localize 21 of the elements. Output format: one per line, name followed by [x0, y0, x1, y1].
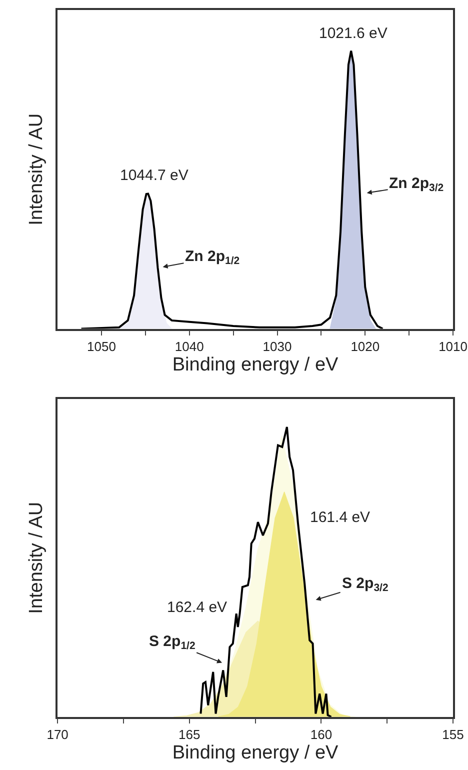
x-axis-title: Binding energy / eV — [172, 742, 339, 764]
x-tick-label: 1040 — [174, 339, 204, 354]
annotation: 1021.6 eV — [319, 25, 388, 42]
x-tick-label: 170 — [46, 727, 68, 742]
x-tick-label: 165 — [178, 727, 200, 742]
annotation: 162.4 eV — [167, 599, 228, 616]
annotation: S 2p$_{3/2}$ — [342, 575, 388, 594]
x-tick-label: 1030 — [262, 339, 292, 354]
x-tick-label: 1010 — [438, 339, 468, 354]
annotation: S 2p$_{1/2}$ — [149, 633, 196, 652]
x-axis-title: Binding energy / eV — [172, 354, 339, 376]
y-axis-title: Intensity / AU — [26, 502, 48, 614]
y-axis-title: Intensity / AU — [26, 113, 48, 226]
annotation: Zn 2p$_{3/2}$ — [389, 175, 444, 194]
annotation: Zn 2p$_{1/2}$ — [185, 248, 240, 268]
x-tick-label: 155 — [442, 727, 464, 742]
x-tick-label: 1020 — [350, 339, 380, 354]
annotation: 1044.7 eV — [120, 167, 188, 184]
x-tick-label: 160 — [310, 727, 332, 742]
annotation: 161.4 eV — [310, 509, 370, 526]
x-tick-label: 1050 — [87, 339, 116, 354]
